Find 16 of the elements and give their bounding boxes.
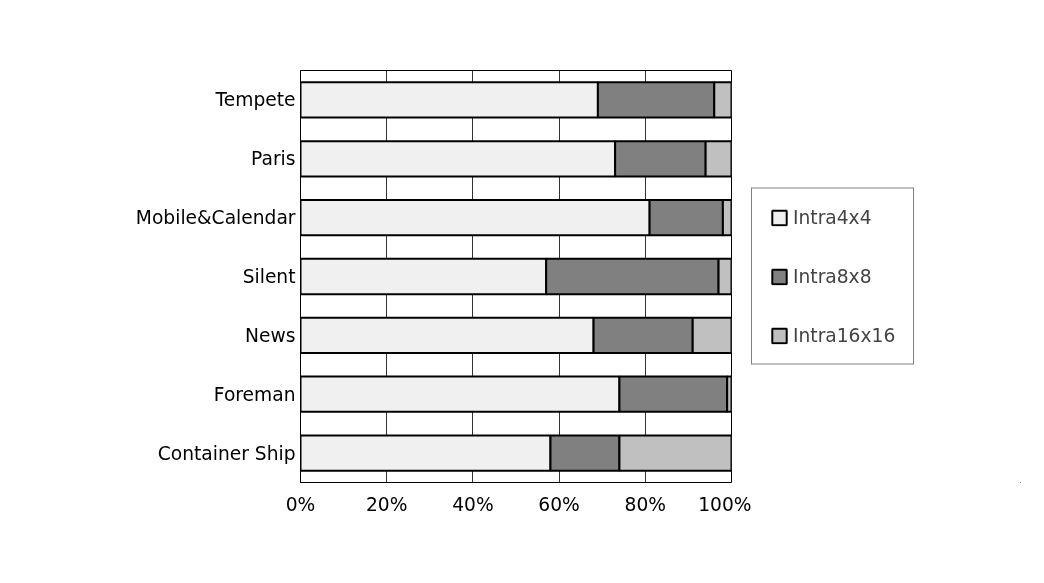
y-tick-label: Mobile&Calendar: [135, 207, 296, 229]
x-tick-label: 80%: [624, 493, 667, 515]
y-tick-label: News: [245, 324, 296, 346]
x-tick-label: 40%: [452, 493, 494, 515]
y-tick-label: Tempete: [214, 89, 296, 111]
legend-label: Intra4x4: [793, 206, 872, 228]
legend-label: Intra16x16: [793, 324, 896, 346]
x-tick-label: 60%: [538, 493, 580, 515]
y-tick-label: Foreman: [213, 383, 296, 405]
x-tick-label: 20%: [365, 493, 408, 515]
x-tick-label: 100%: [698, 493, 752, 515]
y-tick-label: Container Ship: [157, 442, 296, 464]
y-tick-label: Silent: [242, 266, 296, 287]
x-tick-label: 0%: [285, 493, 316, 515]
legend-label: Intra8x8: [793, 265, 872, 287]
y-tick-label: Paris: [251, 148, 296, 170]
